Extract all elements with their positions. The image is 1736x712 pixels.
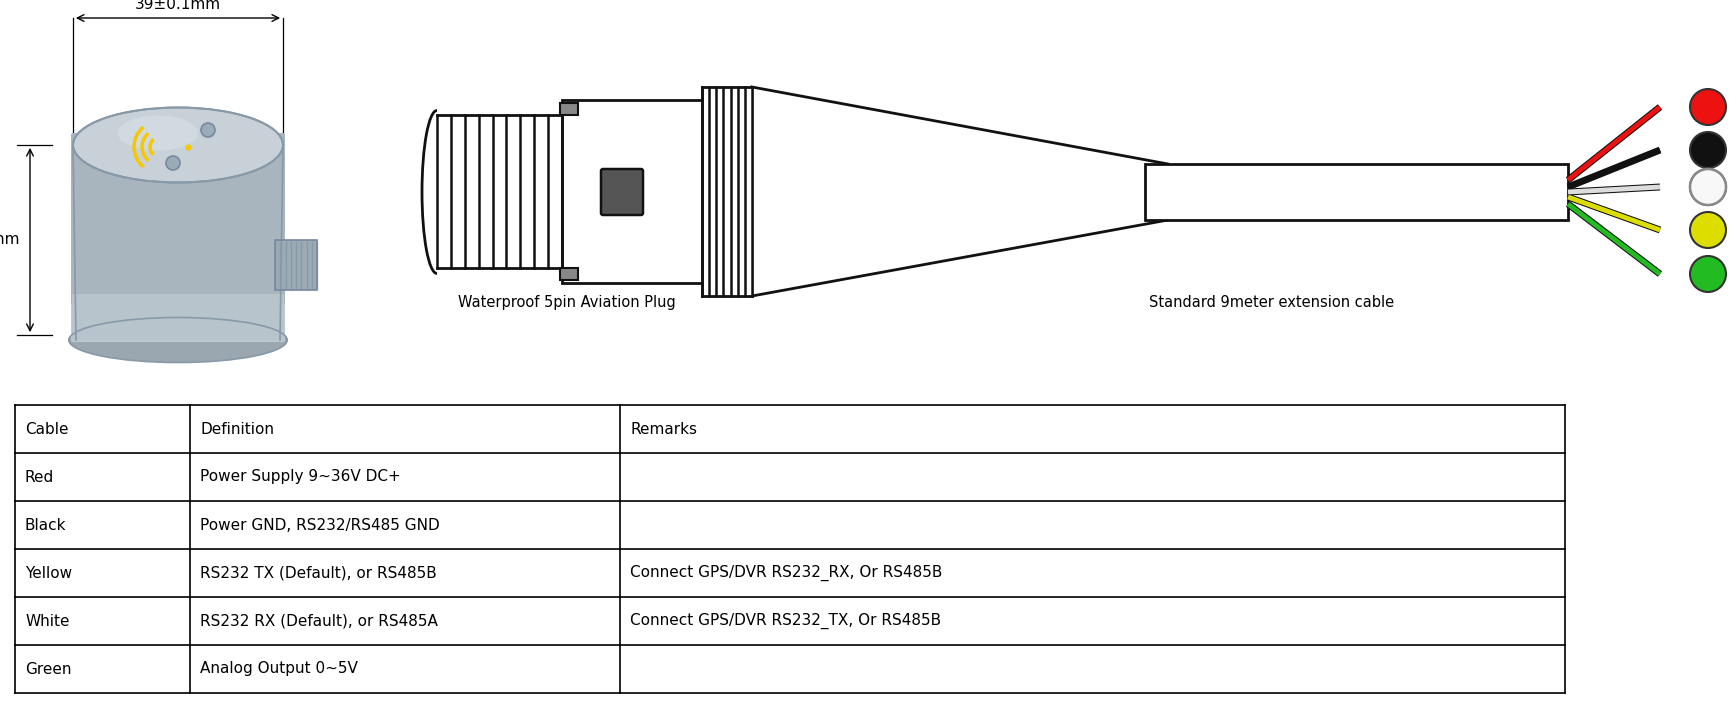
Circle shape (1691, 169, 1726, 205)
Polygon shape (752, 87, 1168, 296)
Circle shape (167, 156, 181, 170)
Circle shape (1691, 89, 1726, 125)
Text: Black: Black (24, 518, 66, 533)
Text: Red: Red (24, 469, 54, 484)
Ellipse shape (118, 115, 198, 150)
Bar (274, 240, 318, 290)
Text: Waterproof 5pin Aviation Plug: Waterproof 5pin Aviation Plug (458, 295, 675, 310)
Text: Remarks: Remarks (630, 422, 696, 436)
Circle shape (1691, 132, 1726, 168)
Text: White: White (24, 614, 69, 629)
FancyBboxPatch shape (601, 169, 642, 215)
Text: Green: Green (24, 661, 71, 676)
Bar (274, 240, 318, 290)
Text: Connect GPS/DVR RS232_TX, Or RS485B: Connect GPS/DVR RS232_TX, Or RS485B (630, 613, 941, 629)
Text: Analog Output 0~5V: Analog Output 0~5V (200, 661, 358, 676)
Text: Cable: Cable (24, 422, 68, 436)
Text: RS232 RX (Default), or RS485A: RS232 RX (Default), or RS485A (200, 614, 437, 629)
Bar (562, 100, 701, 283)
Polygon shape (1146, 164, 1568, 220)
Text: 19.5±0.1mm: 19.5±0.1mm (0, 233, 21, 248)
Text: Power Supply 9~36V DC+: Power Supply 9~36V DC+ (200, 469, 401, 484)
Circle shape (1691, 212, 1726, 248)
FancyBboxPatch shape (71, 303, 285, 342)
Ellipse shape (73, 108, 283, 182)
Bar (562, 100, 701, 283)
Text: Standard 9meter extension cable: Standard 9meter extension cable (1149, 295, 1394, 310)
Text: Definition: Definition (200, 422, 274, 436)
Text: Power GND, RS232/RS485 GND: Power GND, RS232/RS485 GND (200, 518, 439, 533)
Bar (561, 103, 578, 115)
Circle shape (201, 123, 215, 137)
Text: 39±0.1mm: 39±0.1mm (135, 0, 220, 12)
Bar (437, 115, 562, 268)
Text: RS232 TX (Default), or RS485B: RS232 TX (Default), or RS485B (200, 565, 437, 580)
Ellipse shape (68, 318, 288, 362)
Circle shape (1691, 256, 1726, 292)
Text: Connect GPS/DVR RS232_RX, Or RS485B: Connect GPS/DVR RS232_RX, Or RS485B (630, 565, 943, 581)
Text: Yellow: Yellow (24, 565, 73, 580)
FancyBboxPatch shape (71, 294, 285, 341)
Bar (701, 87, 752, 296)
Bar (561, 268, 578, 280)
Circle shape (1691, 169, 1726, 205)
FancyBboxPatch shape (71, 133, 285, 342)
